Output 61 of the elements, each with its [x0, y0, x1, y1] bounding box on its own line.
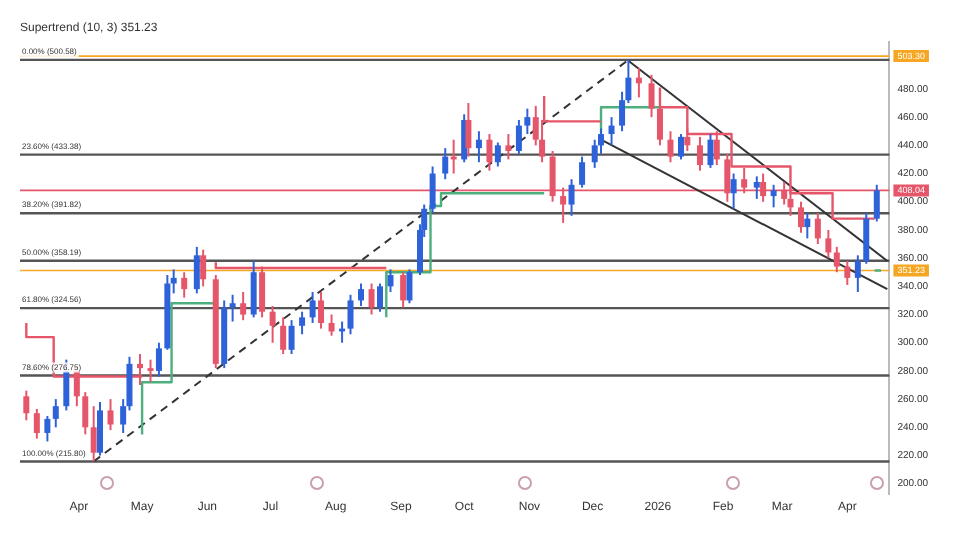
candlestick — [713, 130, 720, 167]
candlestick — [44, 415, 51, 443]
candlestick — [90, 405, 97, 463]
candlestick — [400, 271, 407, 309]
candlestick — [465, 102, 472, 158]
candlestick — [475, 130, 482, 164]
candlestick — [442, 147, 449, 181]
candlestick — [505, 133, 512, 161]
candlestick — [696, 135, 703, 172]
candlestick — [568, 178, 575, 217]
candlestick — [486, 133, 493, 172]
candlestick — [494, 141, 501, 168]
candlestick — [863, 212, 870, 265]
candlestick — [358, 282, 365, 308]
candlestick — [579, 155, 586, 189]
candlestick — [33, 408, 40, 440]
candlestick — [798, 200, 804, 234]
candlestick — [429, 165, 436, 215]
candlestick — [524, 107, 531, 136]
candlestick — [250, 259, 257, 319]
candlestick — [288, 319, 295, 356]
candlestick — [193, 245, 200, 295]
candlestick — [299, 310, 306, 336]
candlestick — [347, 293, 354, 336]
candlestick — [240, 290, 247, 322]
candlestick — [844, 259, 851, 286]
candlestick — [318, 290, 325, 330]
candlestick — [107, 398, 114, 432]
candlestick — [82, 391, 89, 436]
candlestick — [376, 282, 383, 313]
candlestick — [280, 316, 287, 356]
candlestick — [155, 341, 162, 378]
candlestick — [147, 358, 154, 384]
candlestick — [97, 400, 103, 457]
candlestick — [770, 183, 777, 209]
candlestick — [328, 313, 335, 337]
candlestick — [406, 268, 413, 305]
candlestick — [684, 127, 691, 152]
candlestick — [707, 133, 714, 169]
candlestick — [387, 268, 394, 293]
candlestick — [181, 271, 188, 299]
candlestick — [368, 282, 375, 316]
candlestick — [678, 133, 685, 161]
candlestick — [608, 116, 615, 147]
candlestick — [833, 245, 840, 274]
candlestick — [229, 293, 236, 323]
candlestick — [814, 212, 821, 246]
candlestick — [804, 212, 811, 240]
candlestick — [825, 228, 832, 260]
candlestick — [753, 175, 760, 200]
candlestick — [269, 305, 276, 344]
candlestick — [730, 172, 737, 210]
candlestick — [873, 183, 880, 223]
candlestick — [309, 290, 316, 324]
candlestick — [648, 73, 655, 119]
candlestick — [52, 398, 59, 429]
candlestick — [854, 254, 861, 293]
candlestick — [23, 389, 30, 422]
candlestick — [515, 118, 522, 155]
candlestick — [667, 130, 674, 164]
candlestick — [200, 248, 207, 288]
